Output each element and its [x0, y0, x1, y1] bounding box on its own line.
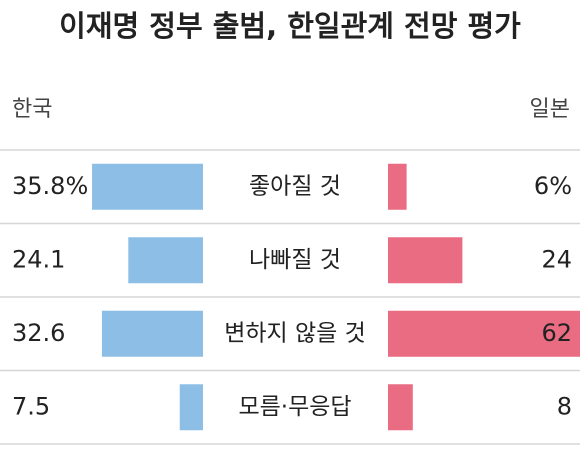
bar	[179, 384, 203, 431]
bar	[388, 384, 413, 431]
value-label: 24.1	[12, 245, 65, 273]
value-label: 32.6	[12, 319, 65, 347]
category-label: 변하지 않을 것	[224, 320, 366, 346]
value-label: 24	[541, 245, 572, 273]
bar	[128, 237, 203, 284]
bar	[101, 310, 203, 357]
legend-left: 한국	[12, 97, 52, 122]
category-label: 모름·무응답	[238, 394, 351, 420]
chart-title: 이재명 정부 출범, 한일관계 전망 평가	[59, 9, 521, 43]
bar	[388, 237, 463, 284]
value-label: 62	[541, 319, 572, 347]
value-label: 7.5	[12, 392, 50, 420]
category-label: 좋아질 것	[249, 173, 341, 199]
value-label: 6%	[534, 172, 572, 200]
bar	[388, 310, 580, 357]
bar	[388, 163, 407, 210]
legend-right: 일본	[530, 97, 570, 122]
value-label: 35.8%	[12, 172, 88, 200]
bar	[92, 163, 203, 210]
value-label: 8	[557, 392, 572, 420]
category-label: 나빠질 것	[249, 247, 341, 273]
